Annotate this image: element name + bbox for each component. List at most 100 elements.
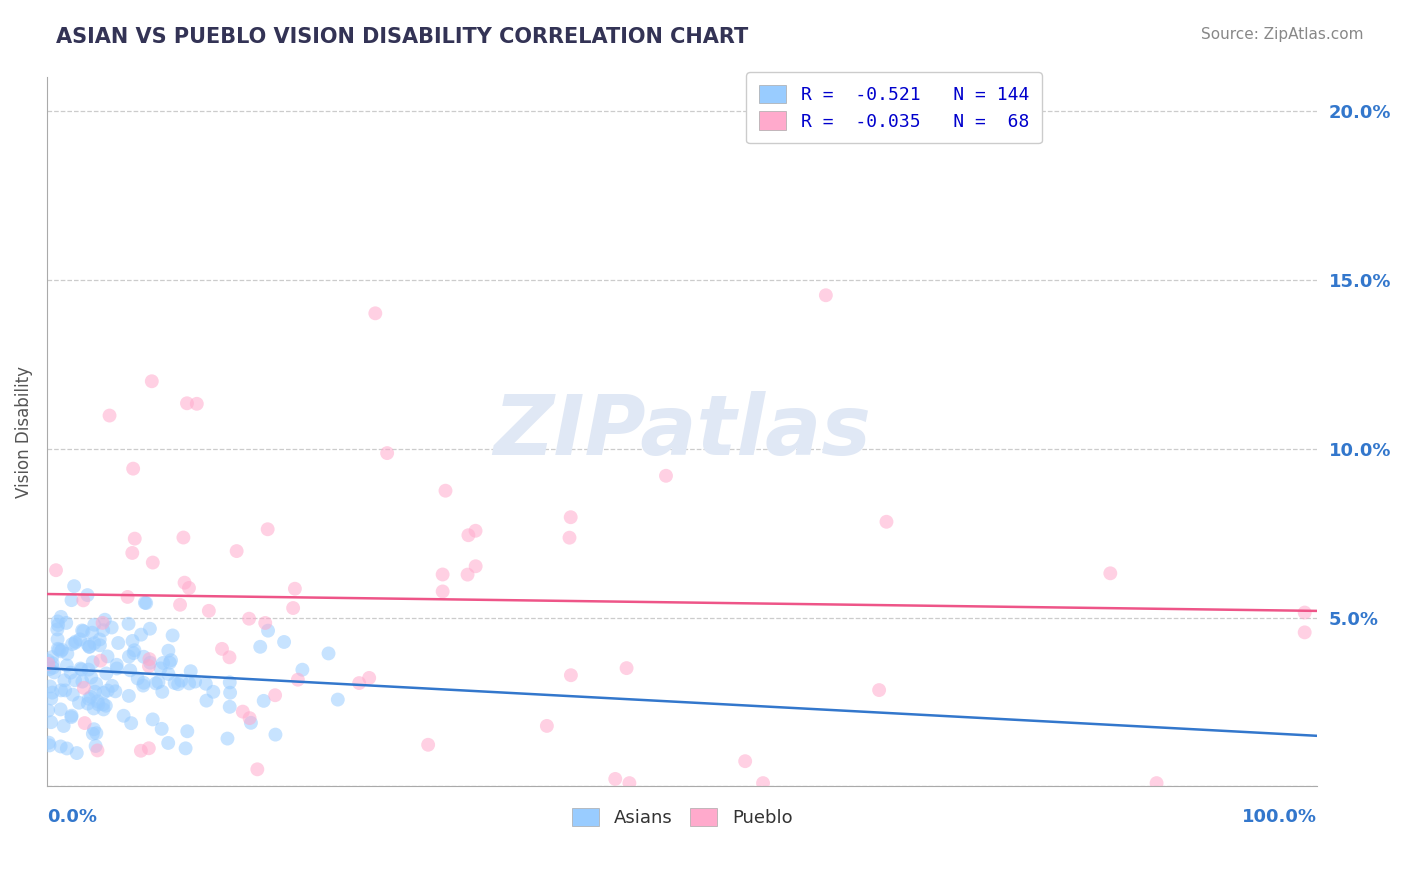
Point xyxy=(176,396,198,410)
Point xyxy=(218,699,240,714)
Point xyxy=(101,679,124,693)
Point xyxy=(149,661,172,675)
Point xyxy=(118,649,141,664)
Point xyxy=(734,754,756,768)
Point xyxy=(347,676,370,690)
Point xyxy=(86,726,108,740)
Point xyxy=(84,684,107,698)
Point xyxy=(87,698,110,712)
Point xyxy=(38,739,60,753)
Point xyxy=(257,624,280,638)
Point xyxy=(41,657,63,671)
Point xyxy=(80,670,103,684)
Point xyxy=(121,546,143,560)
Point xyxy=(177,581,200,595)
Point xyxy=(52,719,75,733)
Point xyxy=(82,727,104,741)
Text: ASIAN VS PUEBLO VISION DISABILITY CORRELATION CHART: ASIAN VS PUEBLO VISION DISABILITY CORREL… xyxy=(56,27,748,46)
Point xyxy=(184,674,207,689)
Point xyxy=(86,743,108,757)
Point xyxy=(132,679,155,693)
Point xyxy=(152,656,174,670)
Point xyxy=(605,772,627,786)
Point xyxy=(558,531,581,545)
Point xyxy=(44,665,66,680)
Point xyxy=(84,677,107,691)
Point xyxy=(83,701,105,715)
Point xyxy=(1294,606,1316,620)
Point xyxy=(72,624,94,639)
Point xyxy=(62,688,84,702)
Point xyxy=(112,708,135,723)
Point xyxy=(118,689,141,703)
Y-axis label: Vision Disability: Vision Disability xyxy=(15,366,32,498)
Point xyxy=(60,708,83,723)
Point xyxy=(93,686,115,700)
Point xyxy=(77,640,100,654)
Point xyxy=(157,667,180,681)
Point xyxy=(225,544,247,558)
Point xyxy=(77,691,100,706)
Point xyxy=(174,741,197,756)
Point xyxy=(752,776,775,790)
Point xyxy=(264,688,287,702)
Point xyxy=(76,588,98,602)
Point xyxy=(37,654,59,668)
Point xyxy=(291,663,314,677)
Point xyxy=(56,647,79,661)
Point xyxy=(56,741,79,756)
Point xyxy=(79,640,101,654)
Point xyxy=(97,683,120,698)
Point xyxy=(139,656,162,670)
Point xyxy=(49,644,72,658)
Point xyxy=(124,532,146,546)
Text: 0.0%: 0.0% xyxy=(46,808,97,826)
Point xyxy=(142,556,165,570)
Point xyxy=(37,704,59,718)
Point xyxy=(536,719,558,733)
Point xyxy=(132,675,155,690)
Point xyxy=(239,715,262,730)
Point xyxy=(1146,776,1168,790)
Point xyxy=(117,590,139,604)
Point xyxy=(264,728,287,742)
Point xyxy=(91,623,114,637)
Point xyxy=(46,641,69,656)
Point xyxy=(359,671,381,685)
Point xyxy=(211,641,233,656)
Point xyxy=(148,675,170,690)
Point xyxy=(72,674,94,689)
Point xyxy=(104,684,127,698)
Point xyxy=(42,661,65,675)
Point xyxy=(142,712,165,726)
Point xyxy=(238,612,260,626)
Point xyxy=(77,663,100,677)
Point xyxy=(46,618,69,632)
Point xyxy=(60,637,83,651)
Point xyxy=(83,723,105,737)
Point xyxy=(150,685,173,699)
Point xyxy=(76,638,98,652)
Point xyxy=(49,610,72,624)
Text: 100.0%: 100.0% xyxy=(1243,808,1317,826)
Point xyxy=(53,683,76,698)
Point xyxy=(82,655,104,669)
Point xyxy=(198,604,221,618)
Point xyxy=(60,710,83,724)
Point xyxy=(69,632,91,647)
Point xyxy=(41,650,63,665)
Point xyxy=(172,531,194,545)
Point xyxy=(89,638,111,652)
Point xyxy=(63,673,86,688)
Point xyxy=(249,640,271,654)
Point xyxy=(39,680,62,694)
Point xyxy=(38,736,60,750)
Point xyxy=(76,697,98,711)
Point xyxy=(51,642,73,657)
Point xyxy=(134,596,156,610)
Point xyxy=(326,692,349,706)
Point xyxy=(141,374,163,388)
Point xyxy=(39,715,62,730)
Point xyxy=(655,468,678,483)
Point xyxy=(1099,566,1122,581)
